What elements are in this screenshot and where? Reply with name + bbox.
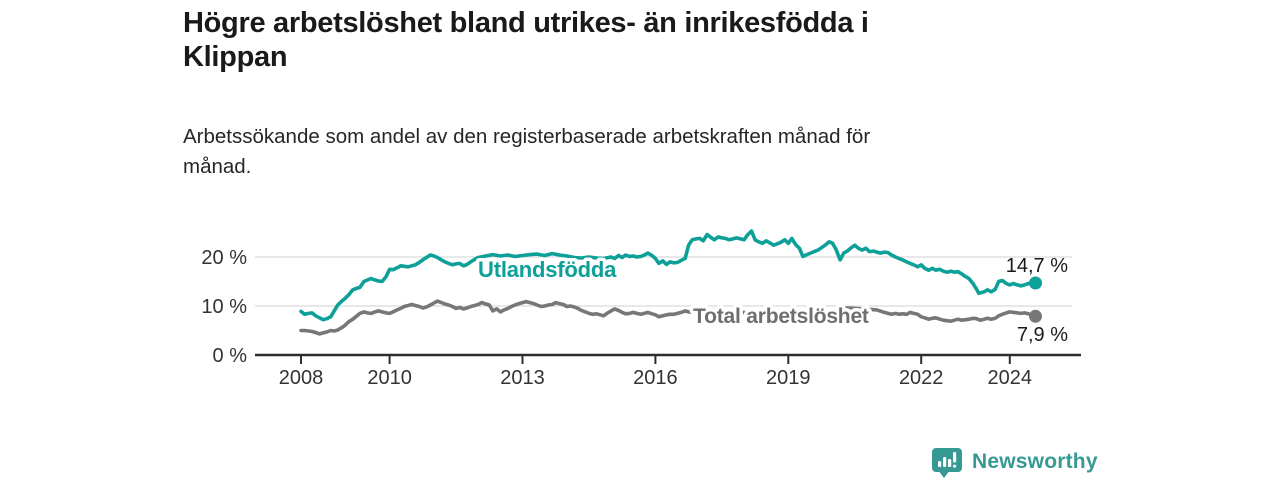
x-tick-label: 2022 [899,367,944,389]
chart-subtitle-line1: Arbetssökande som andel av den registerb… [183,125,871,148]
chart-subtitle: Arbetssökande som andel av den registerb… [183,122,1103,182]
newsworthy-wordmark: Newsworthy [972,450,1098,473]
series-label: Utlandsfödda [478,257,617,282]
chart-subtitle-line2: månad. [183,155,252,178]
series-end-value-label: 7,9 % [1017,324,1068,346]
x-tick-label: 2010 [367,367,412,389]
x-tick-label: 2019 [766,367,811,389]
series-end-dot [1028,309,1042,323]
y-tick-label: 0 % [213,345,248,367]
y-tick-label: 20 % [201,247,247,269]
y-tick-label: 10 % [201,296,247,318]
chart-title-line1: Högre arbetslöshet bland utrikes- än inr… [183,7,869,39]
x-tick-label: 2016 [633,367,678,389]
series-line-utlandsf-dda [299,229,1038,322]
series-label: Total arbetslöshet [693,305,869,328]
x-tick-label: 2024 [988,367,1033,389]
chart-title: Högre arbetslöshet bland utrikes- än inr… [183,6,1103,74]
x-tick-label: 2013 [500,367,545,389]
chart-title-line2: Klippan [183,41,288,73]
series-end-dot [1028,276,1042,290]
newsworthy-logo: Newsworthy [931,446,1098,478]
x-tick-label: 2008 [279,367,324,389]
series-line-total-arbetsl-shet [299,299,1038,336]
newsworthy-bubble-barchart-icon [932,448,962,478]
series-end-value-label: 14,7 % [1006,255,1068,277]
